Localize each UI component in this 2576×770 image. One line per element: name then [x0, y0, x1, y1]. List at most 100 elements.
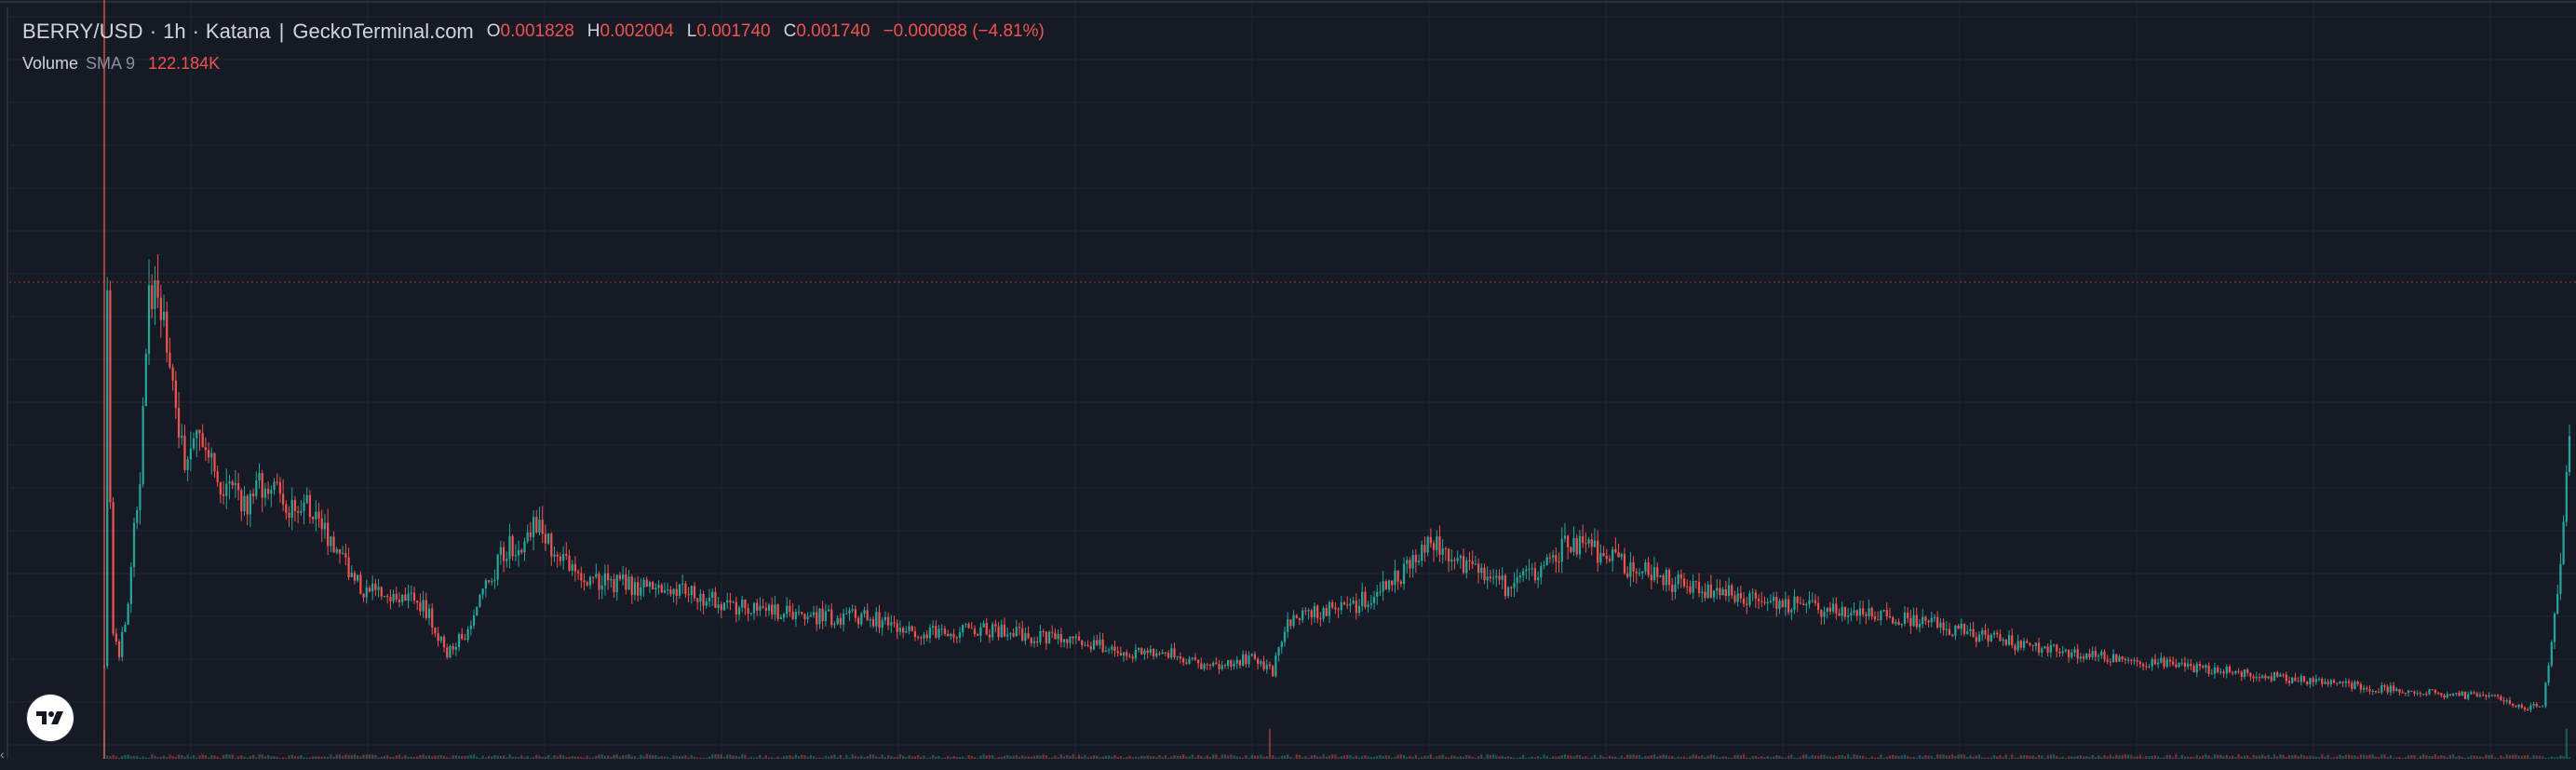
volume-bar — [2419, 755, 2422, 759]
volume-bar — [2273, 754, 2276, 759]
candle-body — [2103, 651, 2106, 660]
volume-bar — [491, 756, 493, 759]
candle-body — [1235, 659, 1238, 664]
volume-bar — [412, 757, 416, 759]
volume-bar — [1626, 754, 1629, 759]
candle-body — [818, 608, 821, 625]
candle-body — [1885, 610, 1888, 616]
volume-bar — [1066, 754, 1069, 759]
candle-body — [2309, 678, 2312, 685]
volume-bar — [1701, 754, 1704, 759]
candle-body — [2517, 705, 2520, 708]
candle-body — [335, 548, 338, 553]
volume-bar — [1477, 756, 1480, 759]
candle-body — [875, 612, 878, 627]
candle-body — [2470, 692, 2473, 695]
volume-bar — [1436, 756, 1438, 759]
candle-body — [2440, 693, 2443, 696]
candle-body — [263, 489, 267, 498]
candle-body — [1382, 581, 1384, 592]
chevron-left-icon[interactable]: ‹ — [0, 747, 5, 762]
volume-bar — [1119, 756, 1122, 759]
volume-bar — [932, 754, 935, 759]
candle-body — [1146, 650, 1149, 654]
candle-body — [1966, 630, 1969, 634]
volume-bar — [598, 754, 600, 759]
volume-bar — [898, 754, 902, 759]
volume-bar — [2562, 756, 2565, 759]
volume-bar — [2302, 755, 2306, 759]
candle-body — [1099, 639, 1101, 645]
tradingview-logo-icon[interactable] — [27, 695, 74, 741]
volume-bar — [112, 754, 115, 759]
candle-body — [2180, 662, 2183, 664]
high-value: 0.002004 — [600, 21, 674, 41]
volume-bar — [1170, 756, 1173, 759]
volume-bar — [484, 757, 487, 759]
candle-body — [147, 285, 151, 354]
volume-bar — [1387, 755, 1391, 759]
volume-bar — [1838, 755, 1841, 759]
volume-label[interactable]: Volume — [22, 54, 79, 73]
volume-bar — [446, 756, 449, 759]
volume-bar — [920, 757, 923, 759]
candle-body — [705, 601, 708, 606]
volume-bar — [878, 757, 881, 759]
candle-body — [2270, 676, 2273, 682]
volume-bar — [1697, 756, 1701, 759]
volume-bar — [2157, 756, 2160, 759]
volume-bar — [797, 756, 801, 759]
candle-body — [315, 511, 317, 520]
candle-body — [1682, 578, 1686, 587]
volume-bar — [2428, 756, 2431, 759]
volume-bar — [1582, 756, 1585, 759]
candle-body — [2109, 661, 2112, 663]
candle-body — [2138, 661, 2142, 665]
candle-body — [1942, 622, 1945, 630]
volume-bar — [1396, 754, 1399, 759]
volume-bar — [935, 757, 937, 759]
volume-bar — [625, 755, 627, 759]
candle-body — [1525, 569, 1528, 572]
volume-bar — [979, 755, 982, 759]
candle-body — [1140, 647, 1143, 655]
interval-label[interactable]: 1h — [163, 20, 186, 43]
candle-body — [1796, 596, 1799, 603]
candle-body — [2455, 693, 2458, 695]
volume-bar — [1447, 757, 1450, 759]
candle-body — [1900, 623, 1903, 626]
volume-bar — [1111, 756, 1113, 759]
volume-bar — [2380, 754, 2383, 759]
candle-body — [1265, 664, 1268, 669]
candle-body — [1104, 650, 1107, 653]
candle-body — [2222, 671, 2225, 674]
candle-body — [1086, 644, 1089, 647]
volume-bar — [2421, 754, 2425, 759]
candle-body — [1003, 624, 1006, 637]
volume-bar — [377, 757, 380, 759]
candle-body — [1612, 548, 1614, 561]
volume-bar — [669, 757, 672, 759]
time-axis-strip — [0, 759, 2576, 770]
candle-body — [955, 637, 958, 639]
volume-bar — [151, 754, 154, 759]
candle-body — [183, 435, 186, 470]
candle-body — [898, 628, 902, 632]
candle-body — [690, 586, 693, 596]
symbol-label[interactable]: BERRY/USD — [22, 20, 143, 43]
volume-bar — [177, 754, 181, 759]
candle-body — [2049, 644, 2052, 654]
volume-bar — [696, 757, 699, 759]
candle-body — [1185, 662, 1188, 664]
volume-bar — [2168, 754, 2172, 759]
volume-bar — [115, 756, 117, 759]
candle-body — [1032, 641, 1036, 643]
candle-body — [249, 493, 252, 515]
candle-body — [2148, 666, 2151, 668]
candle-body — [1196, 659, 1200, 664]
candle-body — [1719, 588, 1721, 596]
volume-bar — [1862, 755, 1865, 759]
candle-body — [985, 623, 988, 635]
